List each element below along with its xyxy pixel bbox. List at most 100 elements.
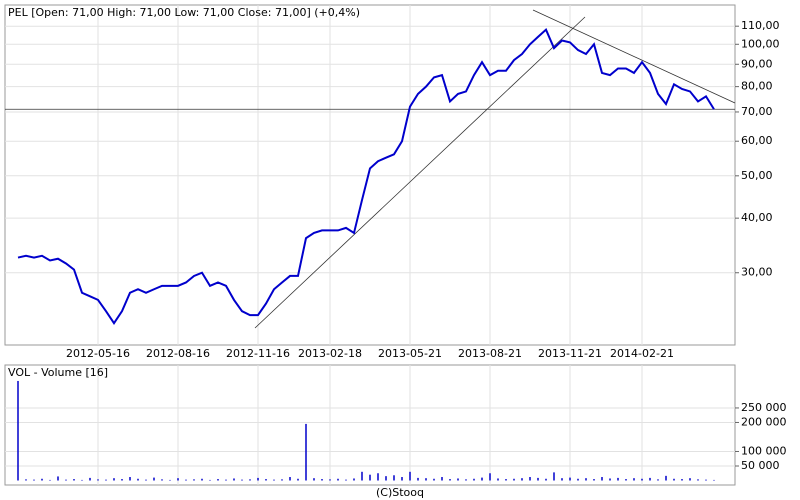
volume-bar — [489, 473, 491, 481]
volume-bar — [57, 476, 59, 481]
volume-bar — [457, 478, 459, 481]
volume-bar — [369, 474, 371, 481]
volume-bar — [345, 479, 347, 481]
volume-bar — [641, 478, 643, 481]
volume-bar — [209, 479, 211, 481]
volume-bar — [105, 479, 107, 481]
volume-title: VOL - Volume [16] — [8, 366, 108, 379]
y-tick-label: 50 000 — [741, 459, 780, 472]
y-tick-label: 70,00 — [741, 105, 773, 118]
volume-bar — [337, 478, 339, 481]
trend-line — [532, 9, 736, 104]
volume-bar — [561, 478, 563, 481]
volume-bar — [713, 479, 715, 481]
volume-bar — [169, 479, 171, 481]
volume-bar — [121, 479, 123, 481]
volume-bar — [569, 477, 571, 481]
x-tick-label: 2014-02-21 — [610, 347, 674, 360]
volume-bar — [633, 478, 635, 481]
volume-bar — [321, 479, 323, 481]
y-tick-label: 250 000 — [741, 401, 787, 414]
volume-bar — [241, 479, 243, 481]
volume-bar — [681, 479, 683, 481]
y-tick-label: 100,00 — [741, 37, 780, 50]
volume-bar — [329, 479, 331, 481]
volume-bar — [377, 473, 379, 481]
volume-bar — [297, 478, 299, 481]
x-tick-label: 2012-11-16 — [226, 347, 290, 360]
y-tick-label: 90,00 — [741, 57, 773, 70]
volume-bar — [73, 479, 75, 481]
volume-bar — [177, 478, 179, 481]
volume-bar — [89, 477, 91, 481]
volume-panel — [4, 364, 736, 486]
x-tick-label: 2013-11-21 — [538, 347, 602, 360]
volume-bar — [289, 477, 291, 481]
volume-bar — [521, 478, 523, 481]
volume-bar — [33, 479, 35, 481]
volume-bar — [233, 478, 235, 481]
volume-bar — [41, 478, 43, 481]
volume-bar — [353, 478, 355, 481]
credit: (C)Stooq — [376, 486, 424, 499]
volume-bar — [497, 478, 499, 481]
volume-bar — [601, 477, 603, 481]
volume-bar — [697, 479, 699, 481]
volume-bar — [265, 479, 267, 481]
volume-bar — [473, 478, 475, 481]
volume-bar — [49, 479, 51, 481]
volume-bar — [145, 479, 147, 481]
volume-bar — [529, 477, 531, 481]
volume-bar — [553, 472, 555, 481]
volume-bar — [193, 479, 195, 481]
volume-bar — [409, 471, 411, 481]
volume-bar — [577, 478, 579, 481]
volume-bar — [257, 477, 259, 481]
volume-bar — [649, 477, 651, 481]
volume-bar — [705, 479, 707, 481]
y-tick-label: 30,00 — [741, 266, 773, 279]
volume-bar — [401, 477, 403, 481]
price-panel — [4, 4, 736, 346]
volume-bar — [97, 479, 99, 481]
volume-bar — [137, 478, 139, 481]
trend-line — [254, 16, 586, 329]
volume-bar — [65, 479, 67, 481]
volume-bar — [433, 478, 435, 481]
volume-bar — [385, 476, 387, 481]
y-tick-label: 40,00 — [741, 211, 773, 224]
y-tick-label: 200 000 — [741, 415, 787, 428]
volume-bar — [425, 478, 427, 481]
volume-bar — [305, 423, 307, 481]
volume-bar — [481, 477, 483, 481]
volume-bar — [25, 479, 27, 481]
volume-bar — [201, 478, 203, 481]
volume-bar — [217, 479, 219, 481]
price-line — [17, 28, 715, 325]
volume-bar — [465, 479, 467, 481]
x-tick-label: 2013-05-21 — [378, 347, 442, 360]
x-tick-label: 2013-02-18 — [298, 347, 362, 360]
volume-bar — [249, 479, 251, 481]
volume-bar — [673, 478, 675, 481]
volume-bar — [585, 478, 587, 481]
volume-bar — [225, 479, 227, 481]
y-tick-label: 110,00 — [741, 19, 780, 32]
y-tick-label: 50,00 — [741, 169, 773, 182]
volume-bar — [313, 478, 315, 481]
x-tick-label: 2013-08-21 — [458, 347, 522, 360]
volume-bar — [393, 475, 395, 481]
volume-bar — [113, 478, 115, 481]
y-tick-label: 100 000 — [741, 444, 787, 457]
volume-bar — [361, 471, 363, 481]
volume-bar — [273, 479, 275, 481]
volume-bar — [81, 479, 83, 481]
x-tick-label: 2012-08-16 — [146, 347, 210, 360]
volume-bar — [505, 479, 507, 481]
volume-bar — [441, 477, 443, 481]
y-tick-label: 80,00 — [741, 80, 773, 93]
volume-bar — [625, 479, 627, 481]
volume-bar — [281, 479, 283, 481]
volume-bar — [513, 478, 515, 481]
volume-bar — [417, 477, 419, 481]
